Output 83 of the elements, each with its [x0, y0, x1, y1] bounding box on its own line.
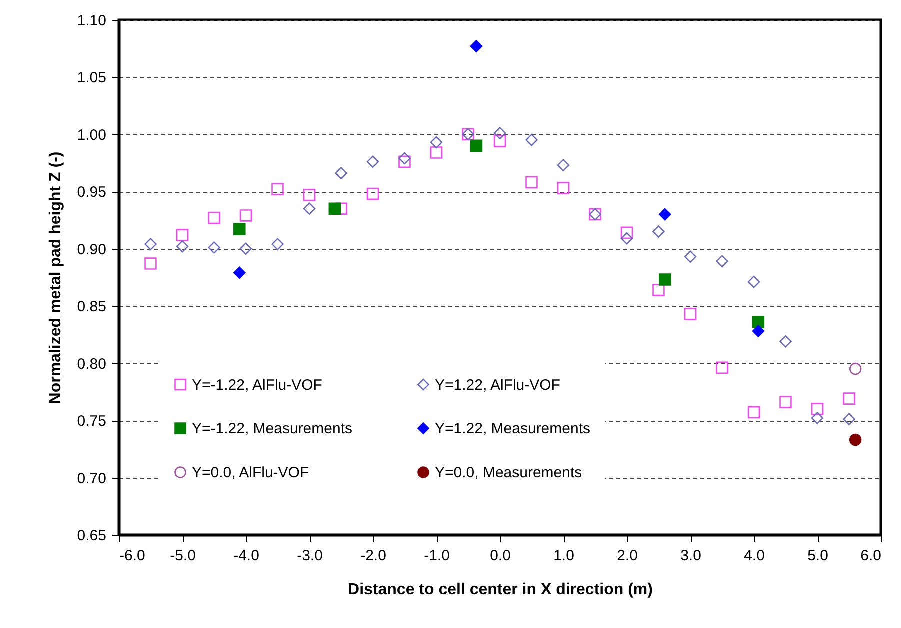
point [526, 134, 538, 146]
y-tick-label: 0.80 [77, 356, 106, 373]
point [811, 412, 824, 424]
point [557, 182, 570, 194]
point [366, 188, 380, 200]
point [526, 176, 538, 189]
point [176, 229, 189, 242]
y-tick-label: 0.95 [77, 184, 106, 202]
point [328, 202, 342, 215]
point [843, 392, 856, 405]
point [208, 212, 220, 224]
x-tick-label: -2.0 [360, 548, 386, 564]
y-axis-title: Normalized metal pad height Z (-) [47, 152, 64, 404]
x-tick-label: 6.0 [860, 548, 882, 564]
point [430, 146, 443, 159]
x-tick-label: 2.0 [617, 548, 638, 564]
y-tick-label: 0.75 [77, 413, 106, 430]
point [849, 362, 862, 376]
point [430, 136, 443, 149]
point [752, 316, 765, 328]
x-tick-label: -5.0 [170, 548, 196, 564]
point [684, 250, 697, 264]
point [652, 284, 665, 296]
point [849, 434, 862, 446]
point [470, 40, 483, 52]
point [716, 362, 728, 374]
point [272, 238, 284, 250]
legend-label: Y=1.22, Measurements [435, 420, 591, 438]
legend-label: Y=-1.22, Measurements [192, 420, 352, 438]
x-tick-label: 4.0 [744, 548, 765, 564]
point [620, 232, 634, 245]
x-tick-label: -1.0 [424, 548, 450, 564]
legend-label: Y=-1.22, AlFlu-VOF [192, 376, 322, 394]
point [752, 325, 765, 338]
x-tick-label: 5.0 [808, 548, 828, 564]
point [843, 413, 856, 426]
x-axis-title: Distance to cell center in X direction (m) [348, 582, 653, 598]
x-tick-label: -4.0 [234, 548, 260, 564]
y-tick-label: 0.70 [77, 470, 106, 488]
point [234, 266, 246, 280]
legend-label: Y=0.0, AlFlu-VOF [192, 464, 310, 482]
point [234, 223, 246, 236]
y-tick-label: 0.65 [77, 528, 106, 544]
point [303, 188, 316, 202]
y-tick-label: 0.85 [77, 298, 106, 316]
point [144, 238, 157, 250]
point [494, 127, 506, 140]
point [240, 242, 252, 256]
point [303, 202, 316, 215]
point [335, 167, 348, 180]
point [240, 210, 252, 222]
point [748, 276, 760, 288]
point [144, 258, 157, 270]
point [398, 152, 411, 165]
point [470, 140, 483, 152]
point [716, 255, 728, 268]
point [620, 226, 634, 239]
point [684, 308, 697, 320]
point [780, 396, 792, 408]
point [208, 242, 220, 254]
point [811, 402, 824, 416]
legend-label: Y=1.22, AlFlu-VOF [435, 376, 560, 394]
point [658, 208, 672, 221]
x-tick-label: 0.0 [490, 548, 511, 564]
point [176, 240, 189, 253]
point [366, 156, 380, 168]
point [494, 135, 506, 148]
point [557, 159, 570, 172]
point [272, 183, 284, 196]
x-tick-label: -3.0 [297, 548, 323, 564]
x-tick-label: -6.0 [120, 548, 146, 564]
y-tick-label: 1.05 [77, 70, 106, 87]
point [780, 335, 792, 348]
x-tick-label: 3.0 [680, 548, 702, 564]
y-tick-label: 1.10 [77, 12, 106, 30]
y-tick-label: 0.90 [77, 241, 106, 258]
legend-label: Y=0.0, Measurements [435, 464, 582, 482]
x-tick-label: 1.0 [554, 548, 574, 564]
point [398, 156, 411, 168]
point [748, 406, 760, 419]
point [652, 226, 665, 238]
y-tick-label: 1.00 [77, 126, 106, 144]
point [658, 274, 672, 286]
